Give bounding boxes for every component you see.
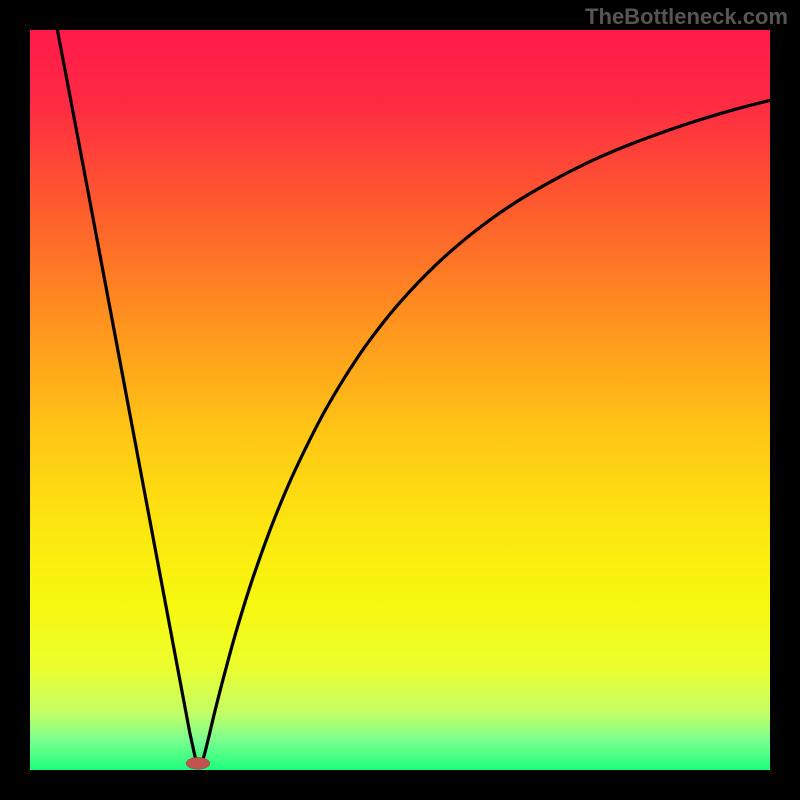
chart-svg (0, 0, 800, 800)
plot-background (30, 30, 770, 770)
optimal-point-marker (186, 757, 210, 769)
bottleneck-chart: TheBottleneck.com (0, 0, 800, 800)
watermark-text: TheBottleneck.com (585, 4, 788, 30)
